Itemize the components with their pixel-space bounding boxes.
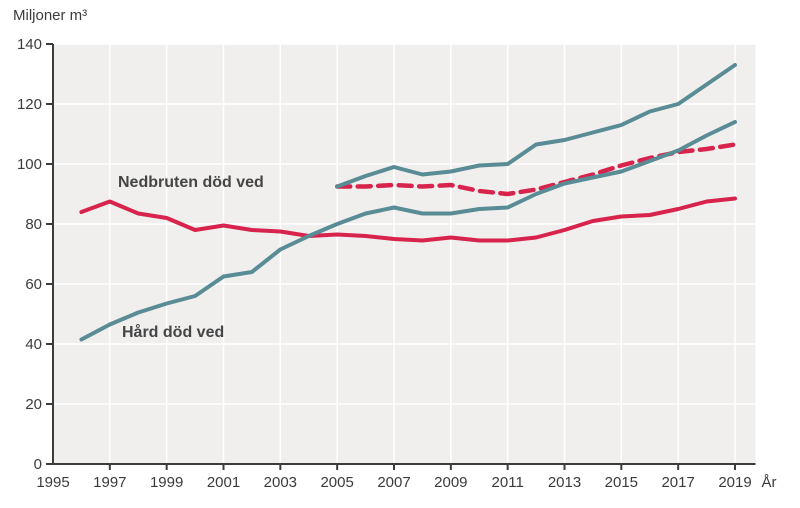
x-tick-label: 1997 bbox=[93, 474, 126, 491]
x-tick-label: 2019 bbox=[718, 474, 751, 491]
series-line bbox=[79, 120, 737, 342]
y-tick-label: 20 bbox=[25, 396, 42, 413]
series-line bbox=[79, 196, 737, 243]
x-tick-label: 1999 bbox=[150, 474, 183, 491]
y-tick-label: 0 bbox=[34, 456, 42, 473]
y-axis-title: Miljoner m³ bbox=[13, 7, 88, 24]
series-label-nedbruten-dod-ved: Nedbruten död ved bbox=[118, 174, 264, 191]
x-axis-title: År bbox=[762, 474, 777, 491]
series-line bbox=[335, 63, 737, 189]
x-tick-label: 2007 bbox=[377, 474, 410, 491]
y-tick-label: 140 bbox=[17, 36, 42, 53]
y-tick-label: 120 bbox=[17, 96, 42, 113]
x-tick-label: 2011 bbox=[492, 474, 524, 491]
x-tick-label: 2009 bbox=[434, 474, 467, 491]
y-tick-label: 40 bbox=[25, 336, 42, 353]
plot-area bbox=[53, 44, 756, 464]
y-tick-label: 100 bbox=[17, 156, 42, 173]
x-tick-label: 2005 bbox=[320, 474, 353, 491]
x-tick-label: 2003 bbox=[264, 474, 297, 491]
x-tick-label: 2013 bbox=[548, 474, 581, 491]
x-tick-label: 1995 bbox=[36, 474, 69, 491]
y-tick-label: 60 bbox=[25, 276, 42, 293]
series-label-hard-dod-ved: Hård död ved bbox=[122, 324, 225, 341]
x-tick-label: 2015 bbox=[605, 474, 638, 491]
x-tick-label: 2017 bbox=[661, 474, 694, 491]
y-tick-label: 80 bbox=[25, 216, 42, 233]
x-tick-label: 2001 bbox=[207, 474, 240, 491]
